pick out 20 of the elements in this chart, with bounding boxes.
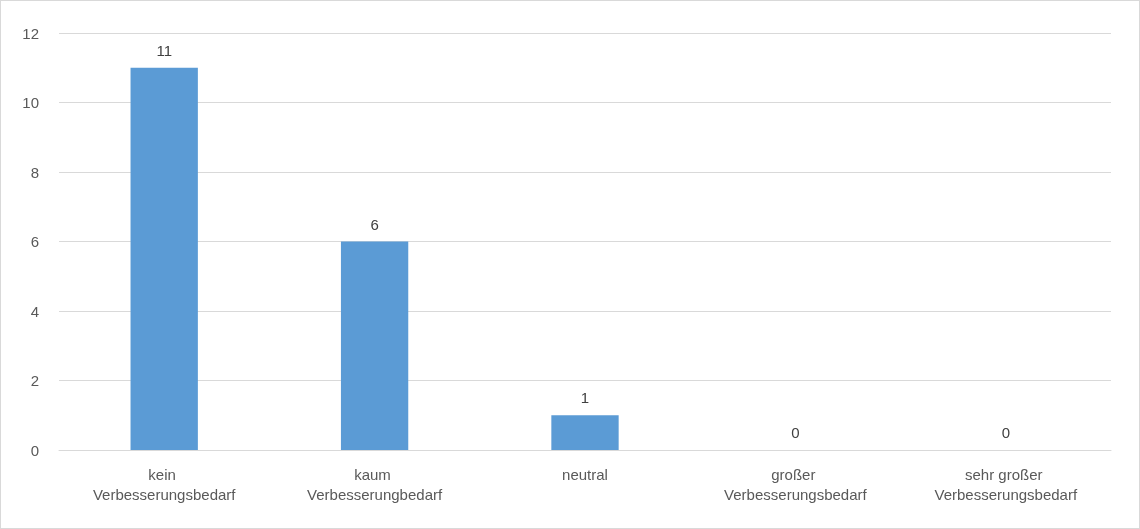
bar (130, 67, 198, 450)
bar (340, 241, 409, 450)
x-tick-label: großer Verbesserungsbedarf (724, 465, 868, 503)
x-tick-label: neutral (562, 465, 608, 483)
data-label: 11 (156, 41, 172, 59)
y-tick-label: 4 (30, 302, 39, 320)
y-tick-label: 10 (22, 94, 39, 111)
y-tick-label: 2 (30, 372, 39, 389)
data-label: 0 (791, 424, 800, 441)
y-tick-label: 6 (30, 233, 39, 250)
x-tick-label: kein Verbesserungsbedarf (92, 465, 237, 503)
y-tick-label: 12 (22, 24, 39, 42)
x-tick-label: sehr großer Verbesserungsbedarf (934, 465, 1078, 503)
data-label: 1 (580, 389, 590, 407)
data-label: 0 (1001, 424, 1010, 441)
y-tick-label: 8 (30, 163, 39, 181)
data-label: 6 (370, 215, 379, 233)
y-tick-label: 0 (30, 441, 39, 459)
bar (551, 415, 619, 450)
x-tick-label: kaum Verbesserungbedarf (307, 465, 443, 503)
